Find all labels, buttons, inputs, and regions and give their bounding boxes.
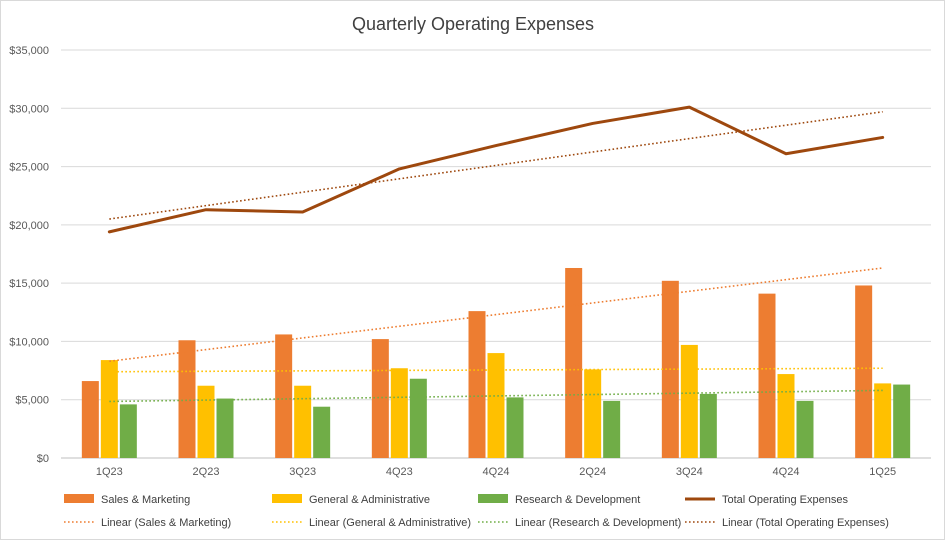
bar-general-administrative bbox=[777, 374, 795, 458]
legend-label: Linear (Research & Development) bbox=[515, 517, 681, 529]
bar-general-administrative bbox=[874, 383, 892, 458]
bar-research-development bbox=[603, 400, 621, 458]
y-tick-label: $5,000 bbox=[15, 395, 49, 407]
y-tick-label: $0 bbox=[37, 453, 49, 465]
series-general-administrative bbox=[100, 344, 892, 458]
y-tick-label: $30,000 bbox=[9, 103, 49, 115]
y-axis-ticks: $0 $5,000 $10,000 $15,000 $20,000 $25,000 $30,… bbox=[9, 45, 49, 465]
series-sales-marketing bbox=[81, 267, 873, 458]
legend-item: Linear (General & Administrative) bbox=[272, 517, 471, 529]
y-tick-label: $20,000 bbox=[9, 220, 49, 232]
series-research-development bbox=[119, 378, 911, 458]
legend-item: General & Administrative bbox=[272, 494, 430, 506]
x-tick-label: 4Q24 bbox=[483, 466, 510, 478]
legend-label: Research & Development bbox=[515, 494, 640, 506]
legend-label: Linear (Total Operating Expenses) bbox=[722, 517, 889, 529]
x-tick-label: 1Q23 bbox=[96, 466, 123, 478]
x-tick-label: 1Q25 bbox=[869, 466, 896, 478]
trendline-linear-total-operating-expenses bbox=[109, 110, 883, 220]
bar-sales-marketing bbox=[565, 267, 583, 458]
y-tick-label: $15,000 bbox=[9, 278, 49, 290]
bar-sales-marketing bbox=[275, 334, 293, 458]
legend: Sales & Marketing General & Administrativ… bbox=[64, 494, 889, 529]
bars bbox=[81, 267, 911, 458]
x-tick-label: 3Q24 bbox=[676, 466, 703, 478]
bar-sales-marketing bbox=[178, 340, 196, 458]
legend-item: Linear (Total Operating Expenses) bbox=[685, 517, 889, 529]
bar-general-administrative bbox=[390, 368, 408, 458]
legend-swatch bbox=[272, 494, 302, 503]
trendline-linear-sales-marketing bbox=[109, 267, 883, 363]
total-line bbox=[107, 105, 885, 234]
bar-sales-marketing bbox=[371, 339, 389, 458]
x-tick-label: 2Q24 bbox=[579, 466, 606, 478]
y-tick-label: $35,000 bbox=[9, 45, 49, 57]
bar-sales-marketing bbox=[468, 311, 486, 458]
trendline-linear-research-development bbox=[109, 389, 883, 403]
bar-research-development bbox=[506, 397, 524, 458]
legend-item: Linear (Research & Development) bbox=[478, 517, 681, 529]
legend-item: Sales & Marketing bbox=[64, 494, 190, 506]
chart-title: Quarterly Operating Expenses bbox=[352, 14, 594, 34]
legend-swatch bbox=[64, 494, 94, 503]
bar-research-development bbox=[796, 400, 814, 458]
bar-general-administrative bbox=[680, 344, 698, 458]
bar-research-development bbox=[409, 378, 427, 458]
x-tick-label: 3Q23 bbox=[289, 466, 316, 478]
bar-general-administrative bbox=[294, 385, 312, 458]
trendlines bbox=[109, 110, 883, 403]
legend-label: General & Administrative bbox=[309, 494, 430, 506]
bar-sales-marketing bbox=[81, 381, 99, 458]
bar-research-development bbox=[893, 384, 911, 458]
x-tick-label: 2Q23 bbox=[193, 466, 220, 478]
y-tick-label: $10,000 bbox=[9, 336, 49, 348]
legend-item: Total Operating Expenses bbox=[685, 494, 848, 506]
bar-research-development bbox=[216, 398, 234, 458]
bar-general-administrative bbox=[197, 385, 215, 458]
line-total-operating-expenses bbox=[107, 105, 885, 234]
bar-general-administrative bbox=[100, 360, 118, 458]
legend-swatch bbox=[478, 494, 508, 503]
legend-item: Linear (Sales & Marketing) bbox=[64, 517, 231, 529]
y-tick-label: $25,000 bbox=[9, 162, 49, 174]
bar-sales-marketing bbox=[758, 293, 776, 458]
legend-label: Linear (Sales & Marketing) bbox=[101, 517, 231, 529]
x-tick-label: 4Q24 bbox=[773, 466, 800, 478]
x-tick-label: 4Q23 bbox=[386, 466, 413, 478]
legend-item: Research & Development bbox=[478, 494, 640, 506]
bar-general-administrative bbox=[584, 369, 602, 458]
legend-label: Linear (General & Administrative) bbox=[309, 517, 471, 529]
x-axis-ticks: 1Q23 2Q23 3Q23 4Q23 4Q24 2Q24 3Q24 4Q24 1Q25 bbox=[96, 466, 896, 478]
bar-general-administrative bbox=[487, 353, 505, 458]
bar-sales-marketing bbox=[855, 285, 873, 458]
bar-research-development bbox=[313, 406, 331, 458]
legend-label: Sales & Marketing bbox=[101, 494, 190, 506]
legend-label: Total Operating Expenses bbox=[722, 494, 848, 506]
trendline-linear-general-administrative bbox=[109, 367, 883, 373]
bar-research-development bbox=[699, 393, 717, 458]
bar-research-development bbox=[119, 404, 137, 458]
